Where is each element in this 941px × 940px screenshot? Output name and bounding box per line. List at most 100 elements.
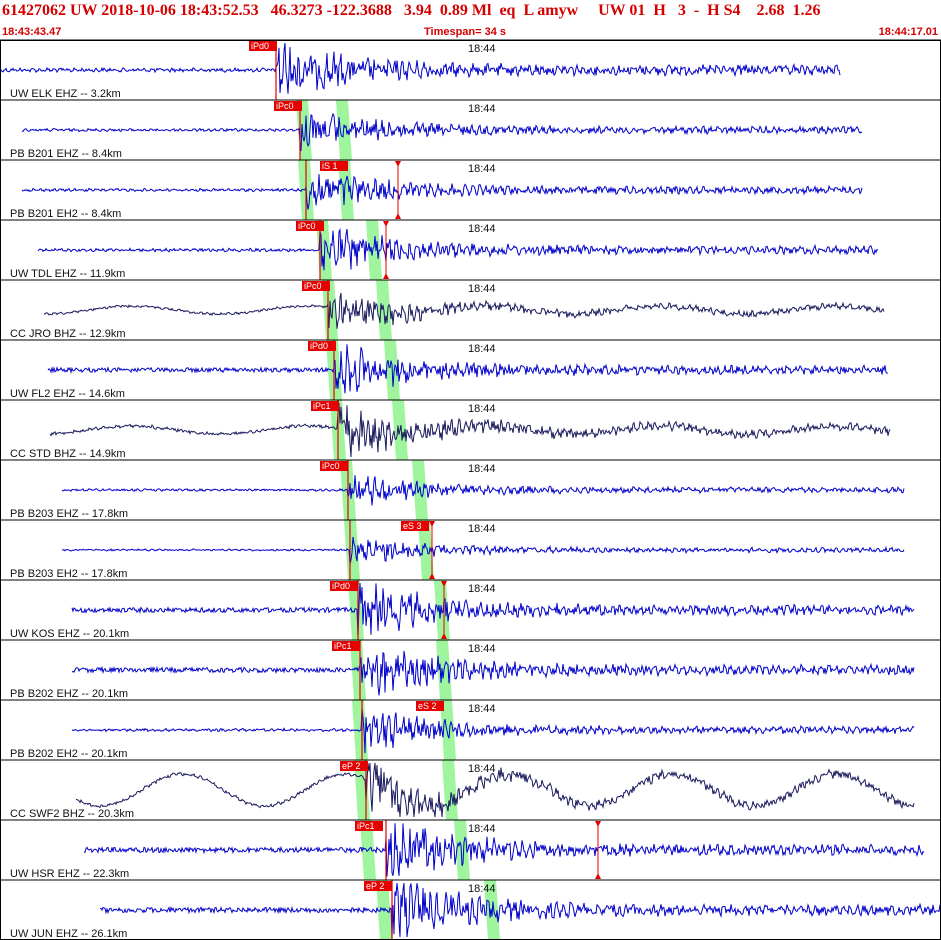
waveform — [75, 762, 915, 818]
pick-flag — [330, 581, 358, 591]
time-tick-label: 18:44 — [468, 43, 496, 55]
channel-label: UW HSR EHZ -- 22.3km — [10, 868, 129, 880]
pick-flag — [416, 701, 444, 711]
channel-label: UW TDL EHZ -- 11.9km — [10, 268, 125, 280]
trace-row: iPc0 18:44 UW TDL EHZ -- 11.9km — [0, 219, 941, 280]
event-summary-line: 61427062 UW 2018-10-06 18:43:52.53 46.32… — [2, 2, 821, 19]
pick-label: eS 3 — [403, 521, 422, 531]
pick-label: iPc0 — [276, 101, 294, 111]
pick-flag — [340, 761, 368, 771]
pick-flag — [311, 401, 339, 411]
pick-flag — [320, 161, 348, 171]
trace-row: iPd0 18:44 UW KOS EHZ -- 20.1km — [0, 579, 941, 640]
pick-label: iPd0 — [310, 341, 328, 351]
pick-marker-top — [441, 581, 447, 587]
pick-flag — [355, 821, 383, 831]
pick-marker-bottom — [429, 573, 435, 579]
waveform — [71, 582, 915, 638]
trace-row: iPc0 18:44 CC JRO BHZ -- 12.9km — [0, 279, 941, 340]
pick-marker-bottom — [441, 633, 447, 639]
time-tick-label: 18:44 — [468, 163, 496, 175]
pick-marker-bottom — [395, 213, 401, 219]
time-tick-label: 18:44 — [468, 283, 496, 295]
channel-label: UW FL2 EHZ -- 14.6km — [10, 388, 125, 400]
pick-marker-bottom — [383, 273, 389, 279]
pick-label: eP 2 — [342, 761, 360, 771]
pick-label: eP 2 — [366, 881, 384, 891]
pick-window — [348, 580, 364, 640]
waveform — [61, 536, 905, 565]
trace-row: iS 1 18:44 PB B201 EH2 -- 8.4km — [0, 159, 941, 220]
waveform — [47, 344, 889, 394]
waveform — [83, 823, 925, 877]
pick-marker-bottom — [595, 873, 601, 879]
channel-label: PB B202 EHZ -- 20.1km — [10, 688, 128, 700]
pick-flag — [249, 41, 277, 51]
end-time-label: 18:44:17.01 — [878, 26, 938, 38]
pick-flag — [332, 641, 360, 651]
waveform — [71, 650, 915, 696]
timespan-label: Timespan= 34 s — [424, 26, 507, 38]
channel-label: PB B203 EH2 -- 17.8km — [10, 568, 127, 580]
panel-frame — [0, 40, 941, 940]
pick-marker-top — [429, 521, 435, 527]
start-time-label: 18:43:43.47 — [2, 26, 62, 38]
pick-window — [338, 160, 354, 220]
channel-label: PB B203 EHZ -- 17.8km — [10, 508, 128, 520]
waveform — [61, 475, 905, 506]
waveform — [99, 882, 941, 938]
trace-row: iPd0 18:44 UW ELK EHZ -- 3.2km — [0, 39, 941, 100]
channel-label: CC STD BHZ -- 14.9km — [10, 448, 126, 460]
pick-flag — [308, 341, 336, 351]
channel-label: UW KOS EHZ -- 20.1km — [10, 628, 129, 640]
channel-label: PB B201 EHZ -- 8.4km — [10, 148, 122, 160]
pick-flag — [320, 461, 348, 471]
time-tick-label: 18:44 — [468, 523, 496, 535]
event-header: 61427062 UW 2018-10-06 18:43:52.53 46.32… — [0, 0, 941, 40]
pick-label: iS 1 — [322, 161, 338, 171]
trace-row: iPc0 18:44 PB B203 EHZ -- 17.8km — [0, 459, 941, 520]
pick-label: iPc1 — [357, 821, 375, 831]
time-tick-label: 18:44 — [468, 343, 496, 355]
channel-label: PB B202 EH2 -- 20.1km — [10, 748, 127, 760]
waveform — [49, 402, 891, 458]
trace-row: iPc0 18:44 PB B201 EHZ -- 8.4km — [0, 99, 941, 160]
pick-flag — [401, 521, 429, 531]
time-tick-label: 18:44 — [468, 823, 496, 835]
time-tick-label: 18:44 — [468, 883, 496, 895]
time-tick-label: 18:44 — [468, 703, 496, 715]
pick-window — [352, 700, 368, 760]
trace-row: iPc1 18:44 CC STD BHZ -- 14.9km — [0, 399, 941, 460]
time-tick-label: 18:44 — [468, 763, 496, 775]
trace-row: eS 2 18:44 PB B202 EH2 -- 20.1km — [0, 699, 941, 760]
pick-label: iPd0 — [251, 41, 269, 51]
trace-row: eP 2 18:44 CC SWF2 BHZ -- 20.3km — [0, 759, 941, 820]
time-tick-label: 18:44 — [468, 583, 496, 595]
time-tick-label: 18:44 — [468, 403, 496, 415]
pick-label: iPc1 — [334, 641, 352, 651]
pick-label: eS 2 — [418, 701, 437, 711]
pick-flag — [296, 221, 324, 231]
channel-label: PB B201 EH2 -- 8.4km — [10, 208, 121, 220]
pick-label: iPd0 — [332, 581, 350, 591]
channel-label: UW JUN EHZ -- 26.1km — [10, 928, 127, 940]
time-tick-label: 18:44 — [468, 463, 496, 475]
pick-label: iPc0 — [298, 221, 316, 231]
channel-label: CC JRO BHZ -- 12.9km — [10, 328, 126, 340]
channel-label: UW ELK EHZ -- 3.2km — [10, 88, 121, 100]
pick-window — [440, 700, 456, 760]
trace-row: iPc1 18:44 PB B202 EHZ -- 20.1km — [0, 639, 941, 700]
pick-window — [442, 760, 458, 820]
pick-label: iPc0 — [304, 281, 322, 291]
waveform — [37, 227, 879, 271]
pick-window — [366, 220, 382, 280]
pick-label: iPc1 — [313, 401, 331, 411]
waveform — [71, 708, 915, 754]
channel-label: CC SWF2 BHZ -- 20.3km — [10, 808, 134, 820]
pick-window — [418, 520, 434, 580]
trace-row: eS 3 18:44 PB B203 EH2 -- 17.8km — [0, 519, 941, 580]
pick-flag — [274, 101, 302, 111]
waveform — [43, 292, 885, 329]
waveform — [0, 42, 841, 94]
